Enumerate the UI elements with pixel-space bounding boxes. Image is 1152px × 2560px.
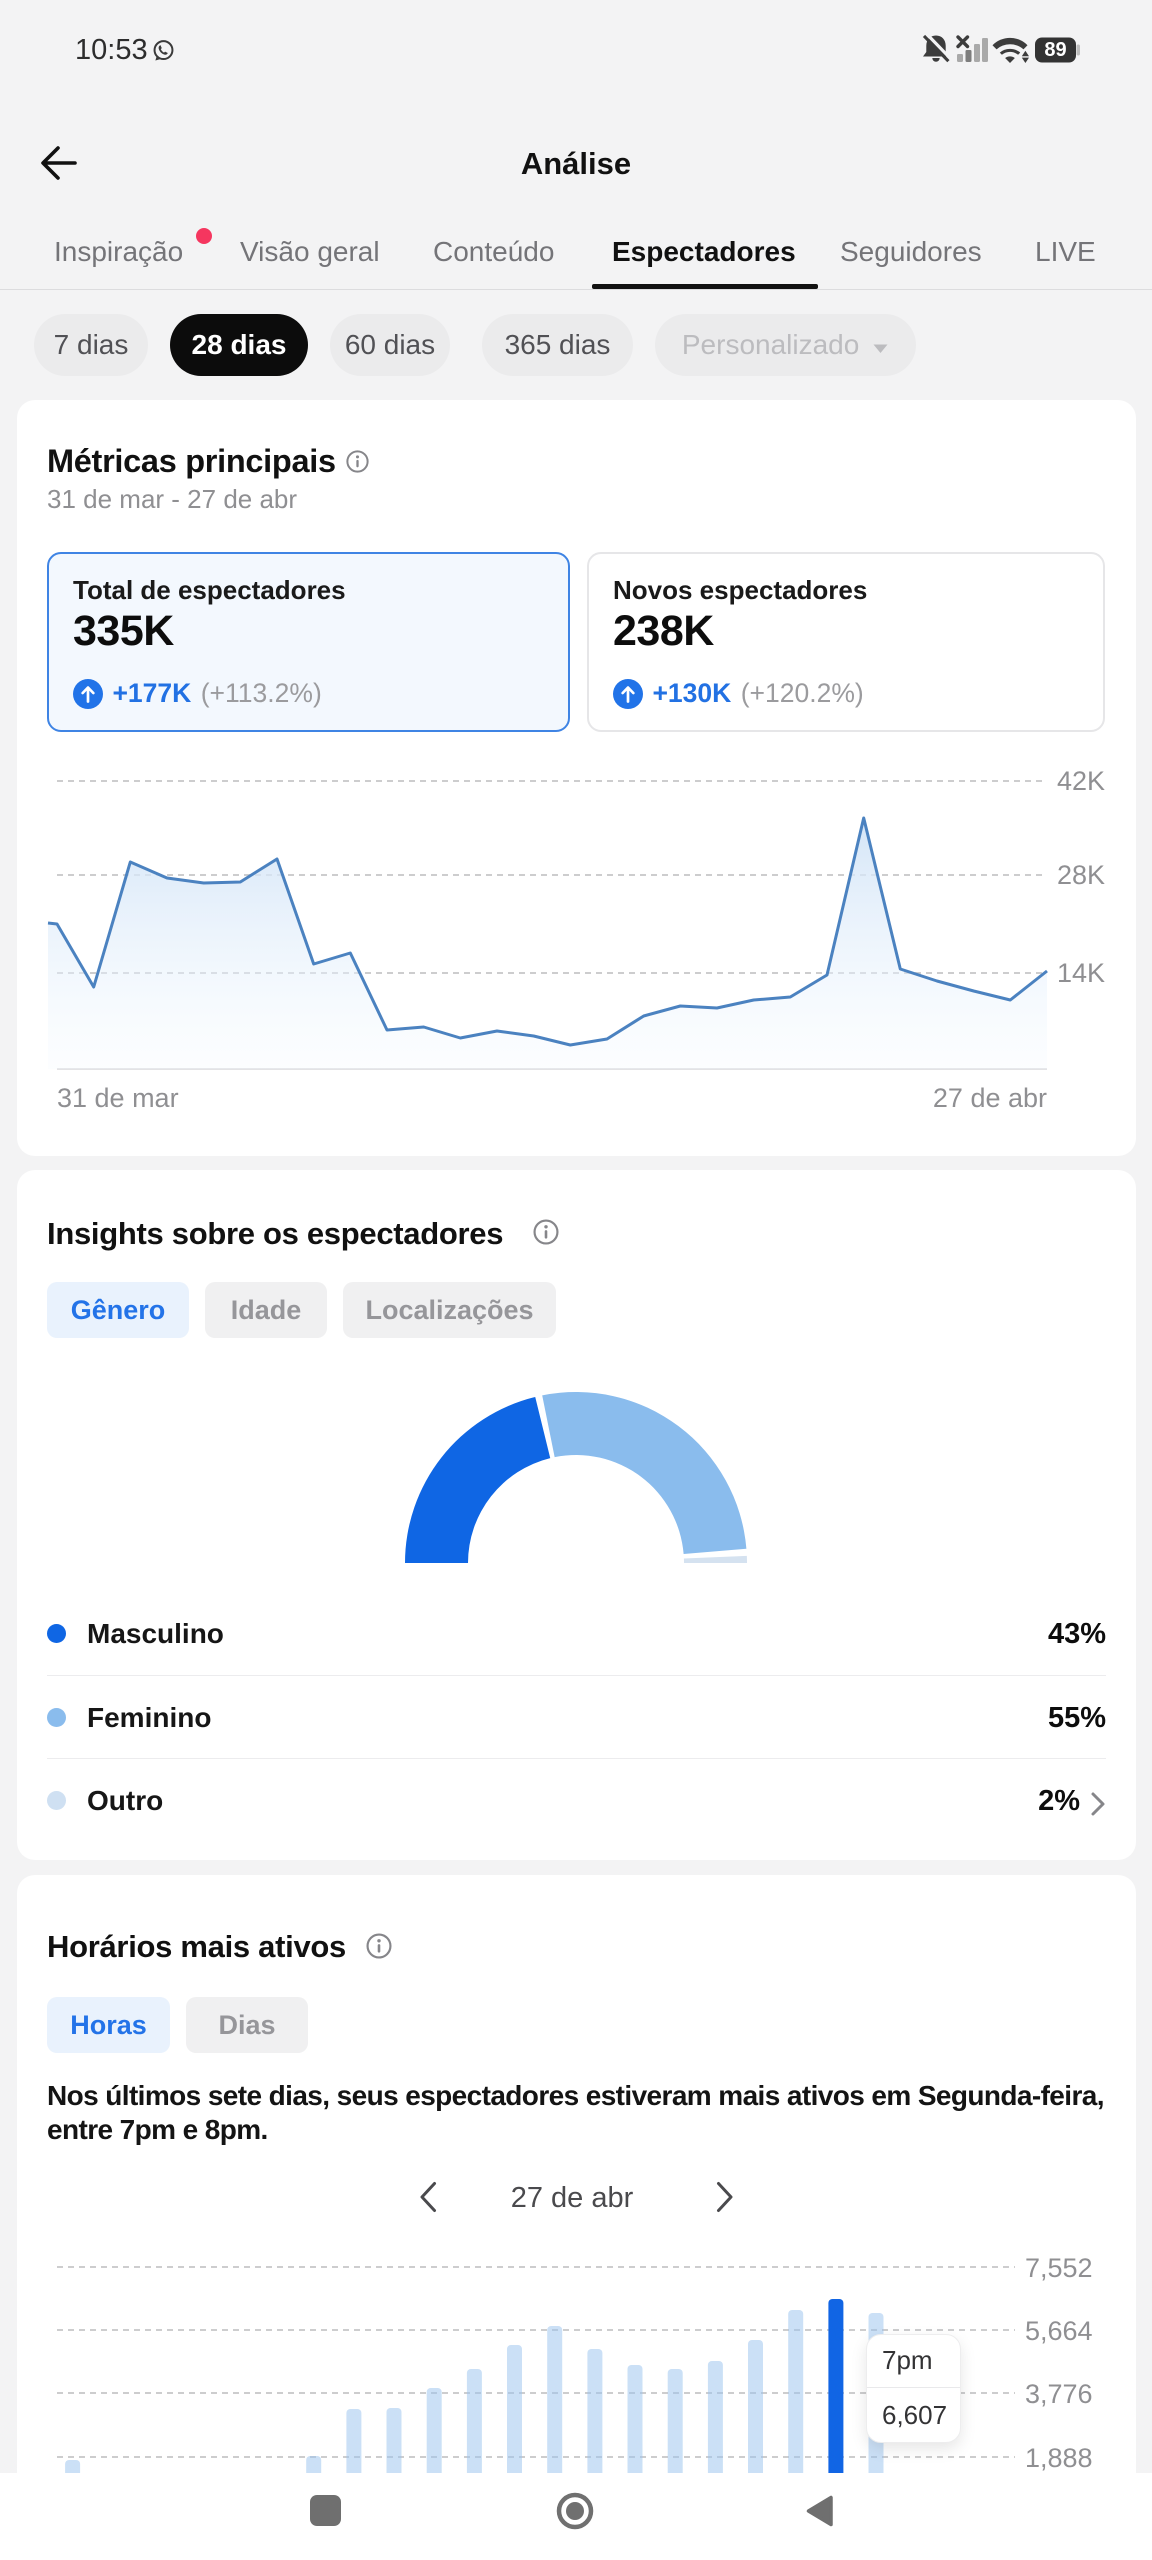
- svg-text:5,664: 5,664: [1025, 2316, 1093, 2346]
- svg-text:42K: 42K: [1057, 766, 1105, 796]
- svg-text:7,552: 7,552: [1025, 2253, 1093, 2283]
- svg-text:1,888: 1,888: [1025, 2443, 1093, 2473]
- svg-text:3,776: 3,776: [1025, 2379, 1093, 2409]
- svg-text:28K: 28K: [1057, 860, 1105, 890]
- svg-text:14K: 14K: [1057, 958, 1105, 988]
